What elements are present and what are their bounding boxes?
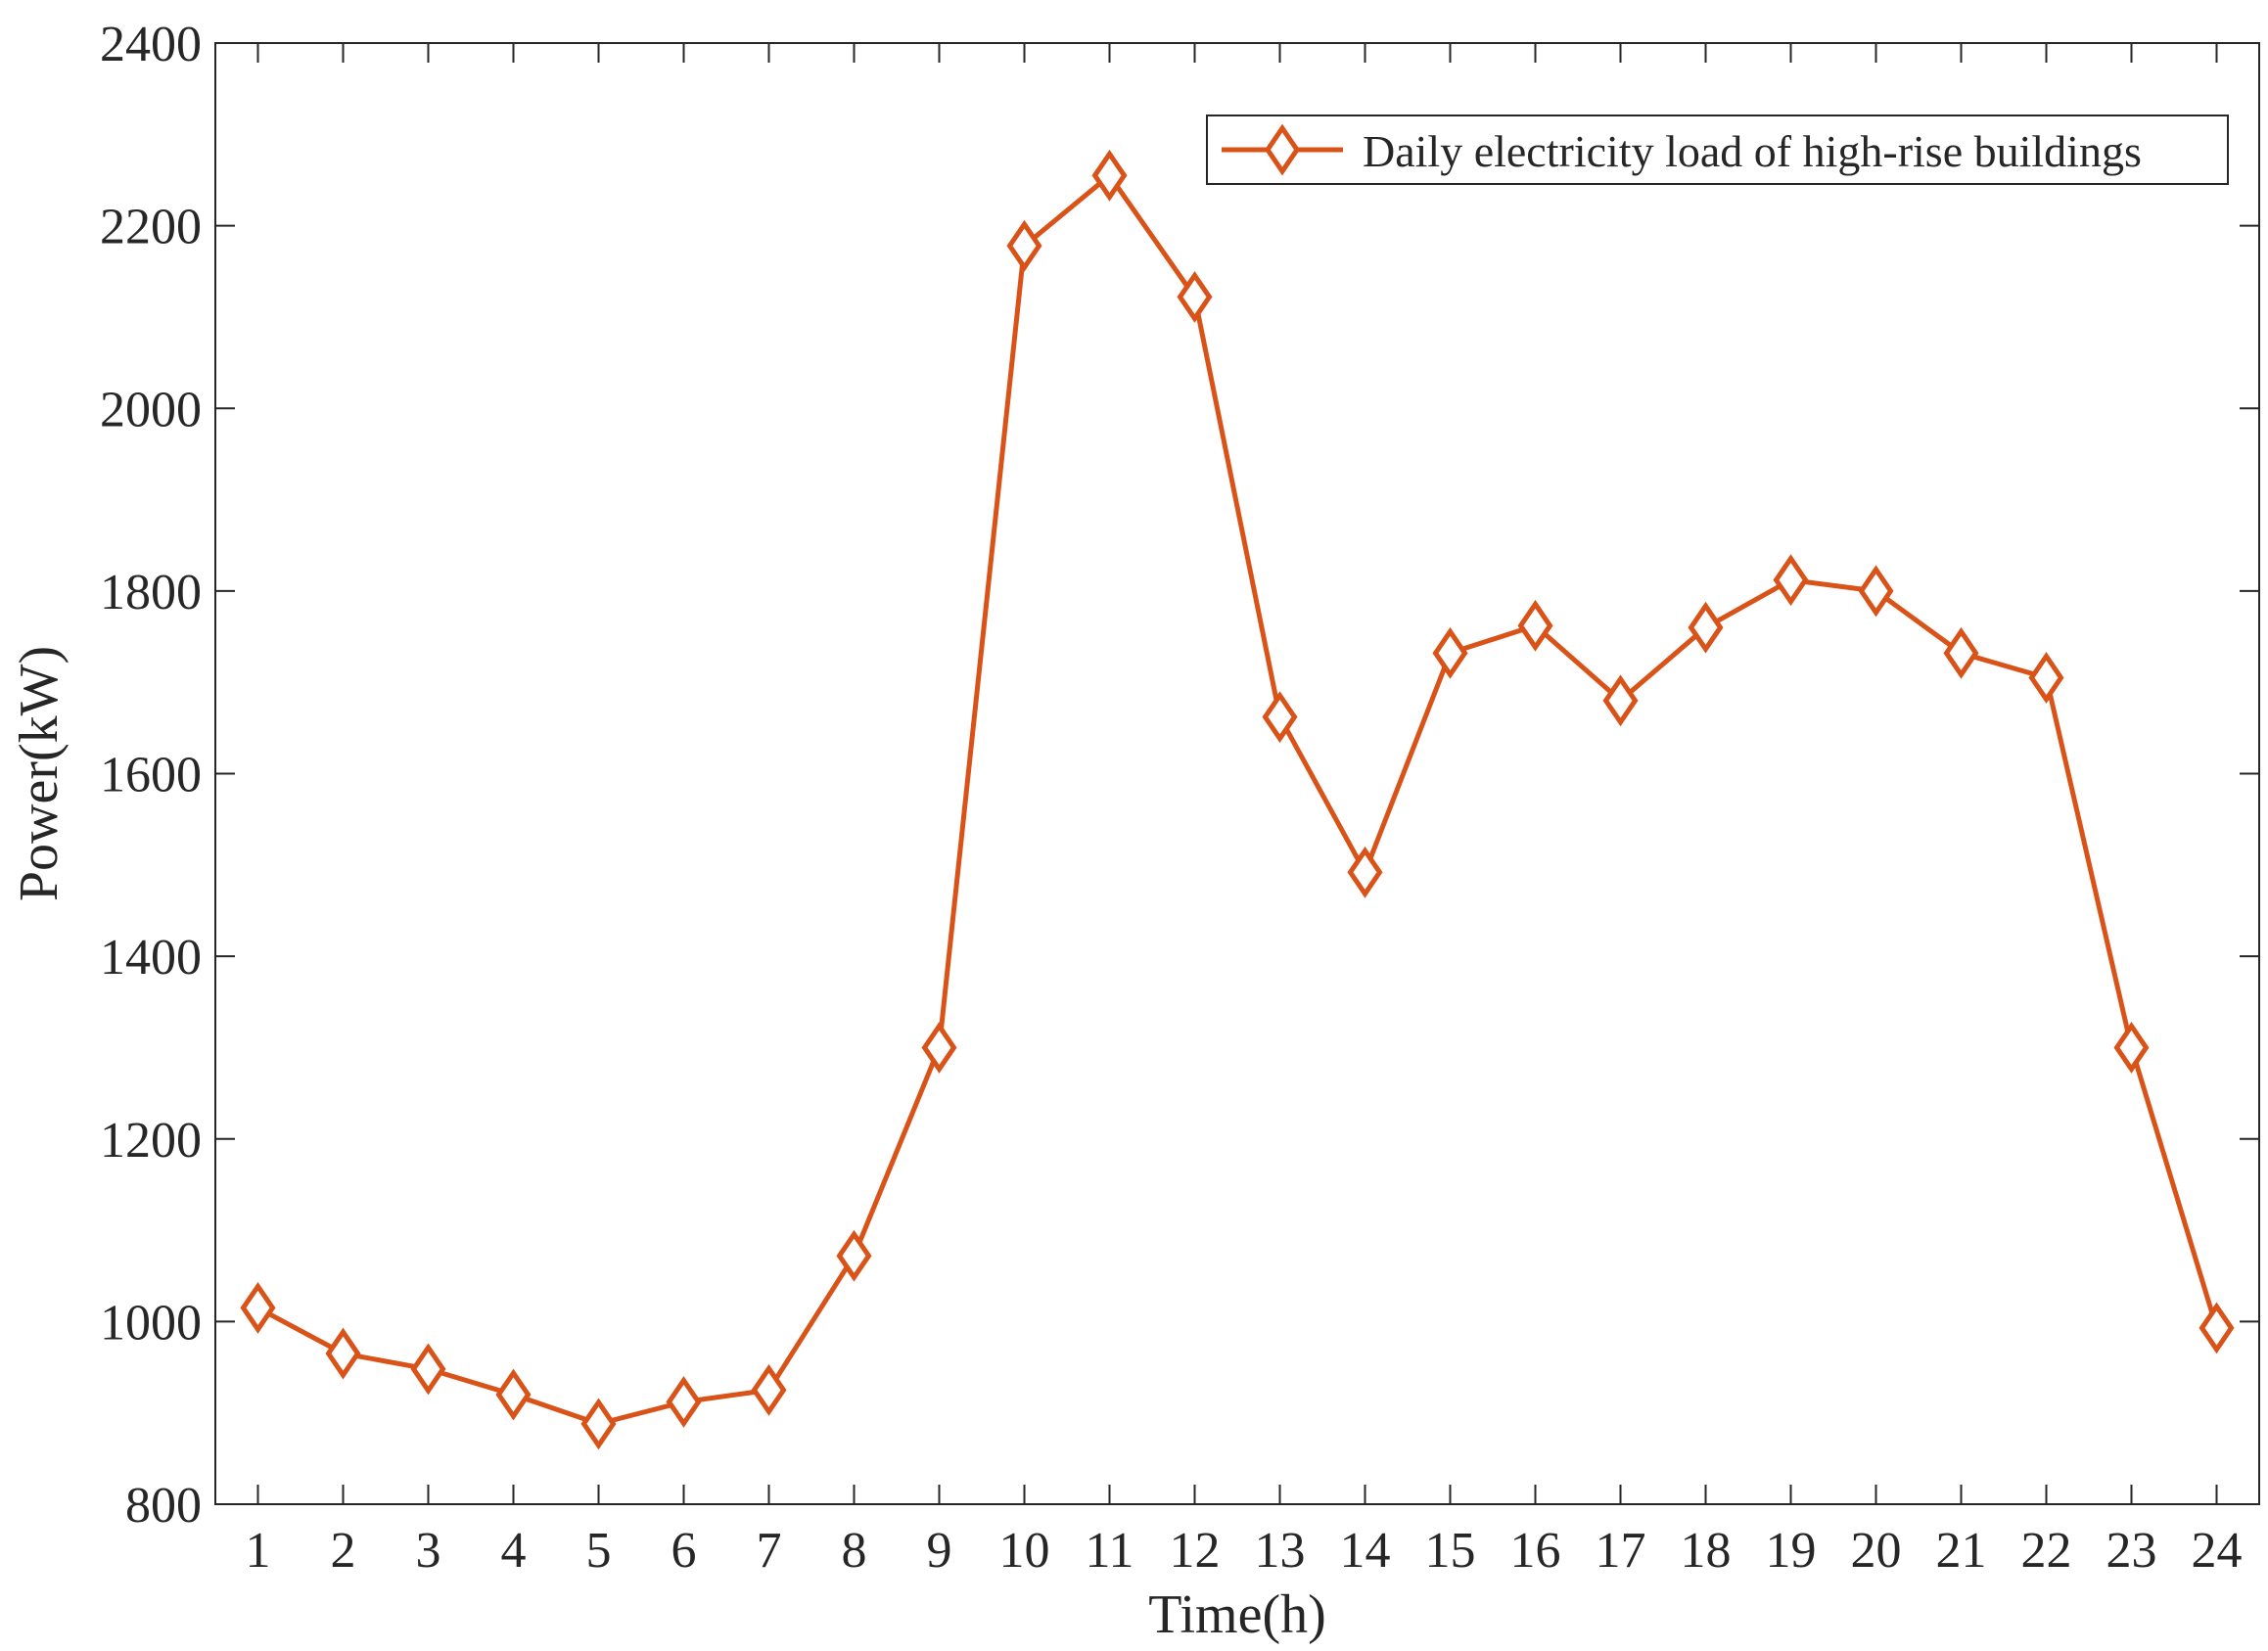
series-layer — [240, 149, 2235, 1450]
x-tick-label: 10 — [999, 1523, 1050, 1579]
y-axis-title: Power(kW) — [9, 646, 69, 901]
data-point-marker-20 — [1858, 565, 1894, 618]
data-point-marker-23 — [2113, 1022, 2150, 1074]
x-tick-label: 15 — [1425, 1523, 1476, 1579]
data-point-marker-13 — [1262, 691, 1298, 744]
data-point-marker-16 — [1517, 599, 1553, 652]
x-tick-label: 14 — [1340, 1523, 1391, 1579]
x-tick-label: 12 — [1170, 1523, 1221, 1579]
axis-ticks — [215, 42, 2259, 1505]
data-point-marker-6 — [666, 1376, 702, 1428]
y-tick-label: 2000 — [100, 382, 202, 437]
x-tick-label: 17 — [1596, 1523, 1646, 1579]
x-axis-title: Time(h) — [1148, 1584, 1326, 1645]
y-tick-label: 1200 — [100, 1113, 202, 1169]
data-point-marker-1 — [240, 1281, 276, 1334]
data-point-marker-12 — [1177, 270, 1213, 323]
data-point-marker-5 — [580, 1398, 617, 1450]
data-point-marker-7 — [751, 1363, 787, 1416]
legend-diamond-marker — [1264, 123, 1301, 176]
x-tick-label: 18 — [1681, 1523, 1732, 1579]
x-tick-label: 19 — [1766, 1523, 1817, 1579]
legend-label: Daily electricity load of high-rise buil… — [1363, 126, 2142, 176]
x-tick-label: 21 — [1936, 1523, 1987, 1579]
y-tick-label: 2400 — [100, 17, 202, 72]
data-point-marker-4 — [495, 1368, 532, 1421]
y-tick-label: 2200 — [100, 200, 202, 255]
y-tick-label: 1400 — [100, 930, 202, 986]
y-tick-label: 800 — [125, 1478, 202, 1534]
y-tick-label: 1800 — [100, 565, 202, 620]
x-tick-label: 4 — [501, 1523, 527, 1579]
data-point-marker-17 — [1602, 674, 1639, 727]
x-tick-label: 1 — [246, 1523, 271, 1579]
data-point-marker-21 — [1943, 626, 1979, 679]
y-tick-label: 1600 — [100, 748, 202, 803]
x-tick-label: 20 — [1851, 1523, 1902, 1579]
data-point-marker-8 — [836, 1229, 872, 1282]
data-point-marker-22 — [2028, 652, 2064, 704]
tick-labels: 1 2 3 4 5 6 7 8 9 10 11 12 13 14 15 16 17 18 19 20 21 22 23 248… — [100, 17, 2243, 1579]
x-tick-label: 6 — [671, 1523, 697, 1579]
data-point-marker-3 — [410, 1343, 446, 1396]
x-tick-label: 7 — [757, 1523, 782, 1579]
x-tick-label: 16 — [1510, 1523, 1561, 1579]
x-tick-label: 9 — [927, 1523, 952, 1579]
x-tick-label: 11 — [1085, 1523, 1134, 1579]
data-point-marker-10 — [1006, 219, 1042, 272]
data-point-marker-24 — [2199, 1302, 2235, 1354]
data-point-marker-9 — [921, 1022, 957, 1074]
x-tick-label: 5 — [586, 1523, 612, 1579]
x-tick-label: 13 — [1255, 1523, 1306, 1579]
data-point-marker-18 — [1688, 601, 1724, 654]
legend-box — [1206, 115, 2229, 185]
data-point-marker-14 — [1347, 846, 1383, 898]
legend: Daily electricity load of high-rise buil… — [1206, 115, 2229, 185]
x-tick-label: 3 — [416, 1523, 441, 1579]
y-tick-label: 1000 — [100, 1295, 202, 1351]
data-point-marker-2 — [325, 1327, 361, 1380]
x-tick-label: 24 — [2192, 1523, 2243, 1579]
x-tick-label: 22 — [2021, 1523, 2072, 1579]
data-point-marker-15 — [1432, 626, 1468, 679]
x-tick-label: 8 — [842, 1523, 867, 1579]
data-point-marker-19 — [1773, 554, 1809, 607]
data-point-marker-11 — [1091, 149, 1128, 202]
x-tick-label: 2 — [331, 1523, 356, 1579]
x-tick-label: 23 — [2106, 1523, 2157, 1579]
